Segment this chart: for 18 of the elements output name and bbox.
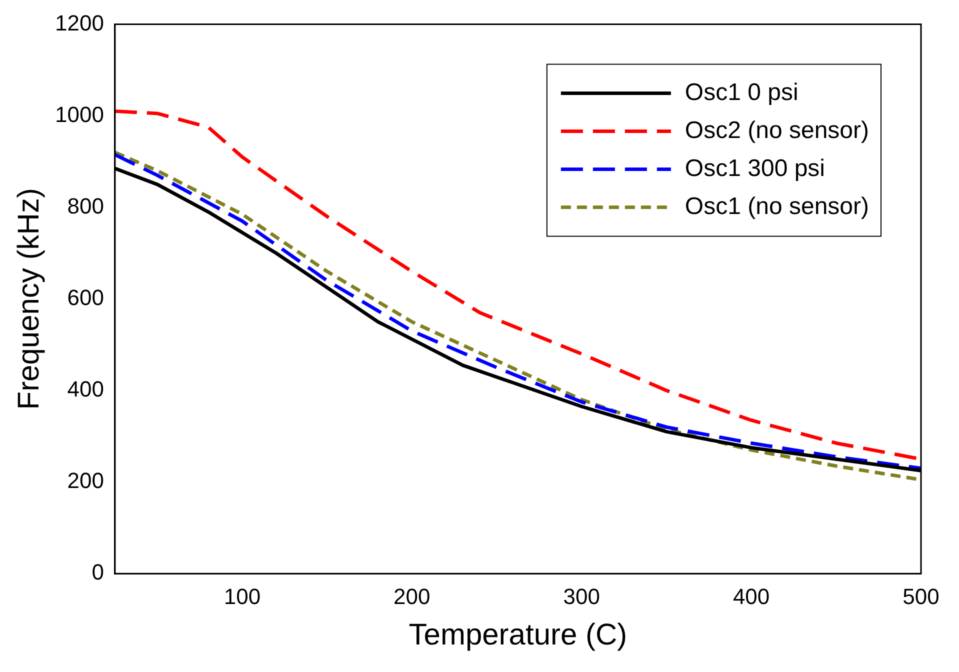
x-axis-title: Temperature (C) — [408, 618, 628, 652]
legend-label: Osc1 300 psi — [684, 154, 826, 182]
y-tick-label: 200 — [67, 468, 104, 494]
y-tick-label: 1200 — [54, 10, 104, 36]
legend-label: Osc1 0 psi — [684, 78, 798, 106]
x-tick-label: 500 — [902, 584, 940, 609]
y-tick-label: 0 — [92, 560, 104, 585]
x-tick-label: 400 — [732, 584, 770, 609]
x-tick-label: 300 — [563, 584, 600, 609]
y-tick-label: 400 — [67, 376, 104, 402]
legend-label: Osc2 (no sensor) — [684, 116, 870, 144]
y-tick-label: 600 — [67, 284, 104, 310]
legend-label: Osc1 (no sensor) — [684, 192, 870, 220]
y-tick-label: 800 — [67, 193, 104, 218]
x-tick-label: 100 — [224, 584, 261, 609]
y-axis-title: Frequency (kHz) — [12, 188, 46, 410]
x-tick-label: 200 — [394, 584, 430, 609]
y-tick-label: 1000 — [54, 102, 104, 127]
